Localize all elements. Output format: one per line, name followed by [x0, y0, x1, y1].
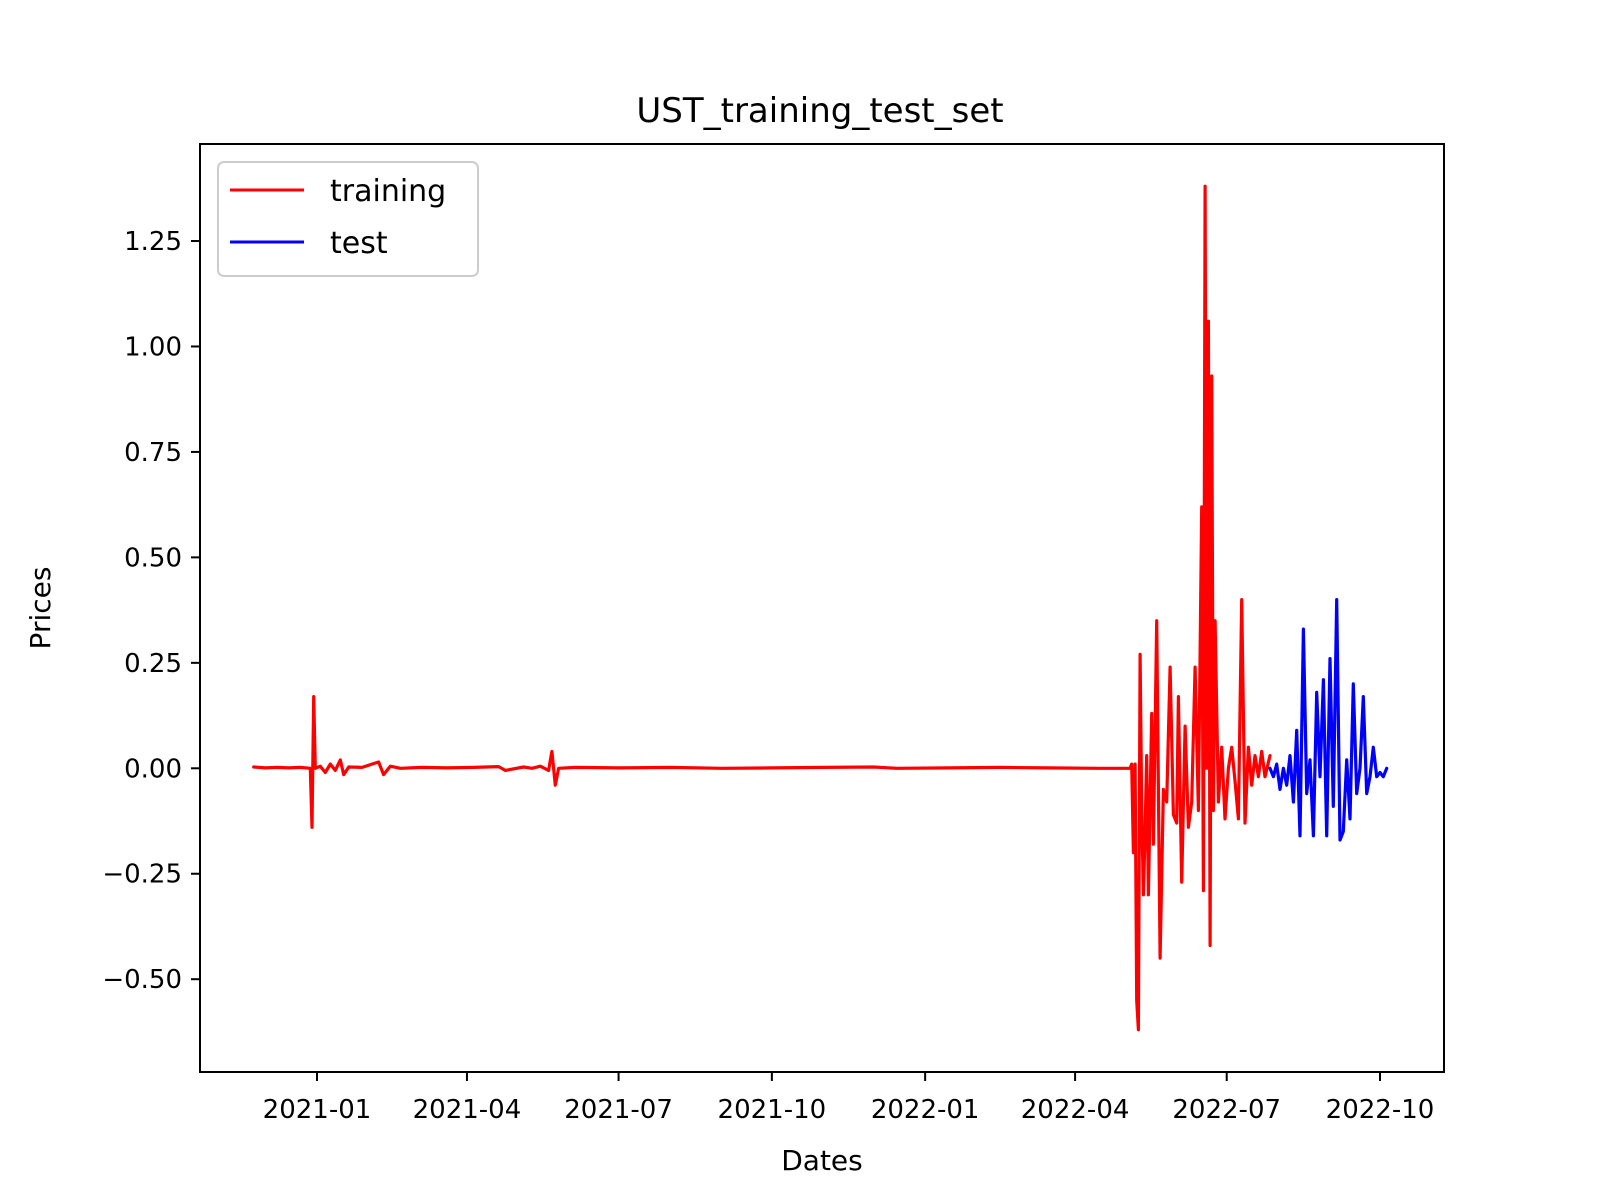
legend-label-training: training [330, 174, 446, 209]
y-axis-title: Prices [24, 567, 57, 650]
series-line-training [252, 184, 1272, 1032]
chart-title: UST_training_test_set [636, 91, 1003, 131]
legend: training test [217, 161, 479, 277]
x-tick-label: 2022-07 [1172, 1095, 1281, 1125]
x-tick-label: 2022-10 [1326, 1095, 1435, 1125]
y-tick-label: −0.50 [102, 965, 182, 995]
y-tick-label: 0.00 [124, 754, 182, 784]
x-axis-title: Dates [781, 1144, 863, 1177]
legend-label-test: test [330, 226, 388, 261]
x-tick-label: 2022-01 [871, 1095, 980, 1125]
series-line-test [1268, 597, 1389, 842]
y-tick-label: 0.75 [124, 438, 182, 468]
y-tick-label: 0.50 [124, 543, 182, 573]
y-tick-label: 1.25 [124, 227, 182, 257]
x-tick-label: 2022-04 [1021, 1095, 1130, 1125]
x-axis: 2021-01 2021-04 2021-07 2021-10 2022-01 2022-… [263, 1072, 1435, 1125]
y-tick-label: −0.25 [102, 860, 182, 890]
plot-series [252, 184, 1389, 1032]
x-tick-label: 2021-10 [718, 1095, 827, 1125]
y-axis: −0.50 −0.25 0.00 0.25 0.50 0.75 1.00 1.25 [102, 227, 200, 995]
x-tick-label: 2021-04 [413, 1095, 522, 1125]
x-tick-label: 2021-07 [564, 1095, 673, 1125]
y-tick-label: 1.00 [124, 332, 182, 362]
plot-frame [199, 143, 1445, 1073]
y-tick-label: 0.25 [124, 649, 182, 679]
x-tick-label: 2021-01 [263, 1095, 372, 1125]
